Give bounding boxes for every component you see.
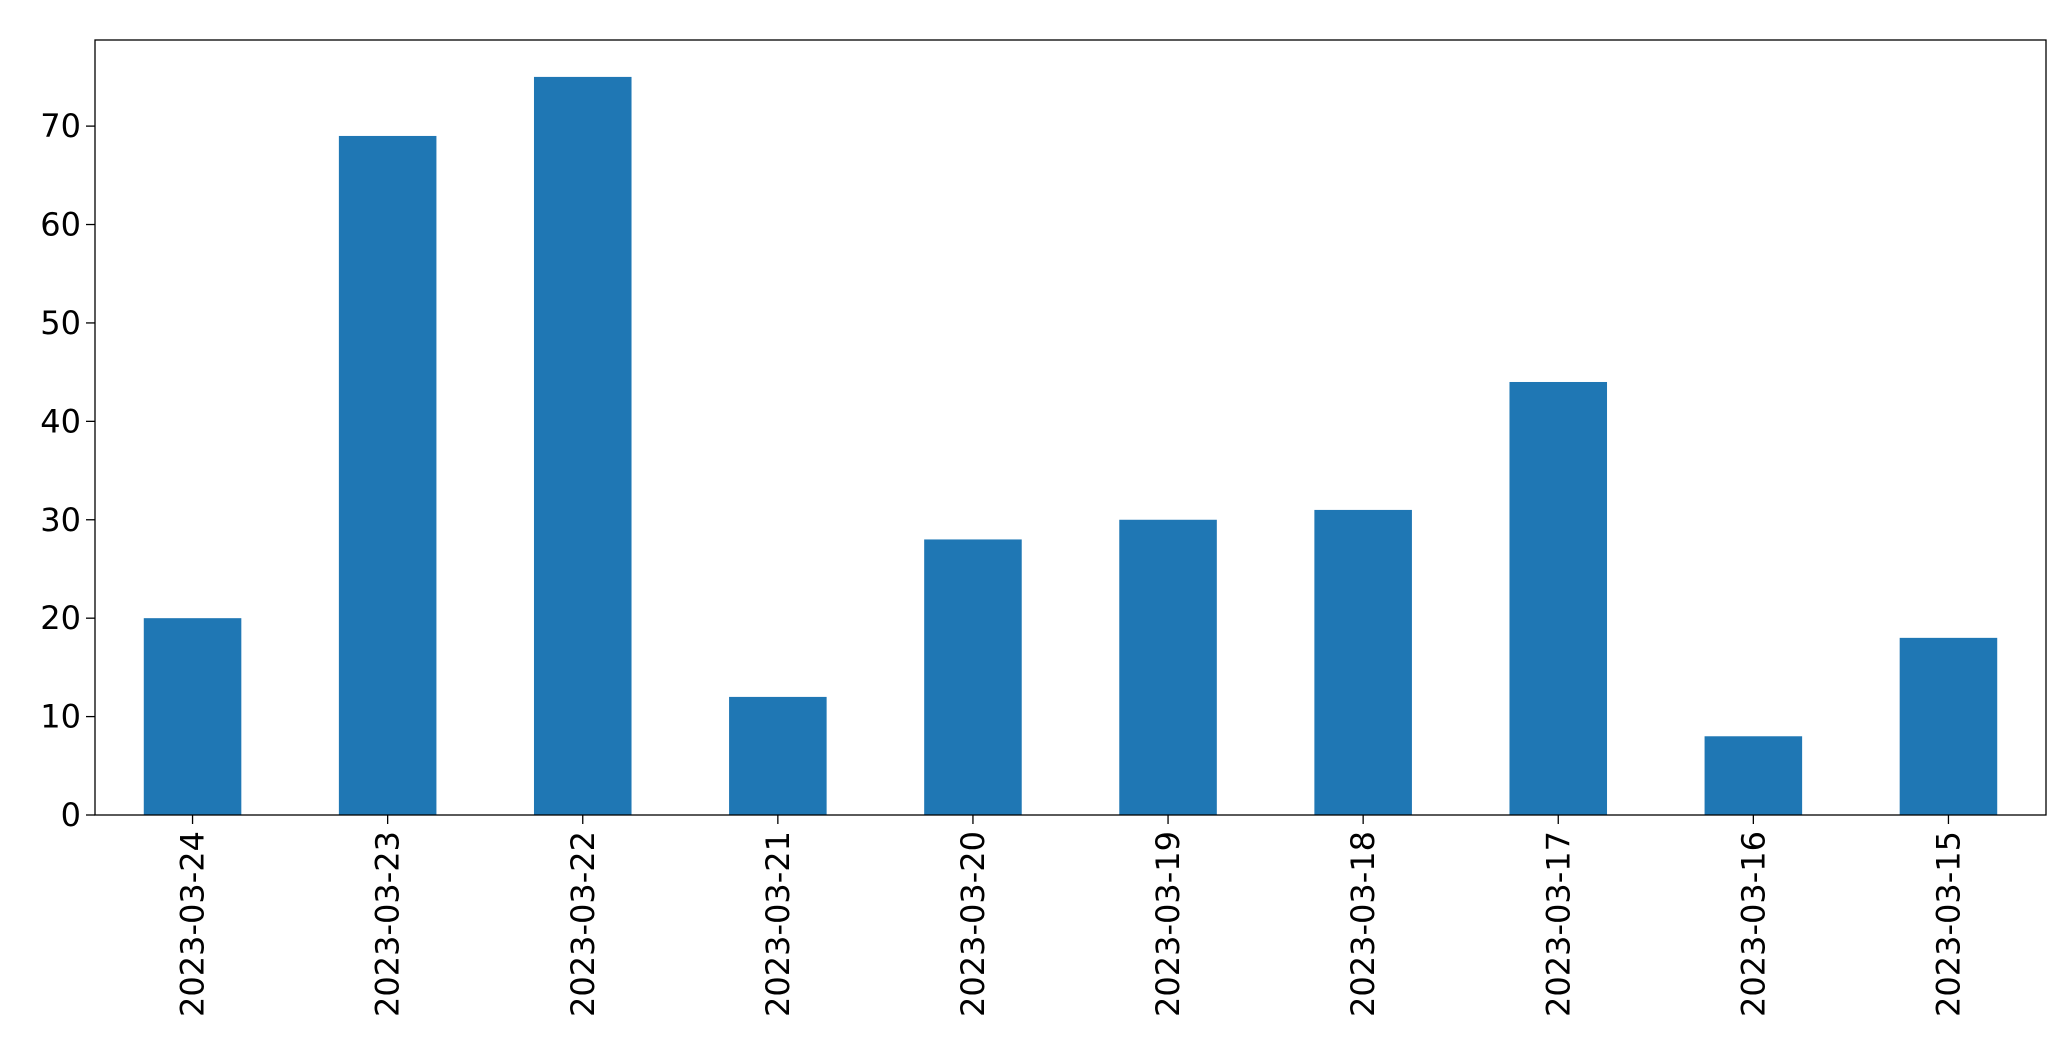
bar-2023-03-21 — [729, 696, 827, 815]
bar-2023-03-15 — [1899, 637, 1998, 815]
bar-2023-03-23 — [338, 135, 437, 815]
bar-2023-03-17 — [1509, 381, 1608, 815]
x-tick-label: 2023-03-19 — [1149, 831, 1187, 1017]
x-tick-label: 2023-03-21 — [759, 831, 797, 1017]
bar-2023-03-24 — [143, 618, 242, 815]
bar-2023-03-18 — [1314, 509, 1412, 815]
x-tick-label: 2023-03-15 — [1929, 831, 1967, 1017]
y-tick-label: 30 — [40, 501, 81, 539]
x-axis: 2023-03-24 2023-03-23 2023-03-22 2023-03-21… — [174, 815, 1967, 1017]
bar-2023-03-19 — [1119, 519, 1217, 815]
x-tick-label: 2023-03-17 — [1539, 831, 1577, 1017]
bars-group — [143, 76, 1998, 815]
y-tick-label: 10 — [40, 698, 81, 736]
y-tick-label: 0 — [61, 796, 81, 834]
y-tick-label: 50 — [40, 304, 81, 342]
x-tick-label: 2023-03-24 — [174, 831, 212, 1017]
x-tick-label: 2023-03-20 — [954, 831, 992, 1017]
y-tick-label: 20 — [40, 599, 81, 637]
y-tick-label: 40 — [40, 402, 81, 440]
y-axis: 0 10 20 30 40 50 60 70 — [40, 107, 95, 834]
bar-2023-03-22 — [533, 76, 632, 815]
y-tick-label: 60 — [40, 206, 81, 244]
y-tick-label: 70 — [40, 107, 81, 145]
x-tick-label: 2023-03-22 — [564, 831, 602, 1017]
x-tick-label: 2023-03-23 — [369, 831, 407, 1017]
x-tick-label: 2023-03-18 — [1344, 831, 1382, 1017]
x-tick-label: 2023-03-16 — [1734, 831, 1772, 1017]
bar-2023-03-20 — [924, 539, 1022, 815]
bar-2023-03-16 — [1704, 736, 1803, 815]
plot-area-frame — [94, 39, 2047, 816]
